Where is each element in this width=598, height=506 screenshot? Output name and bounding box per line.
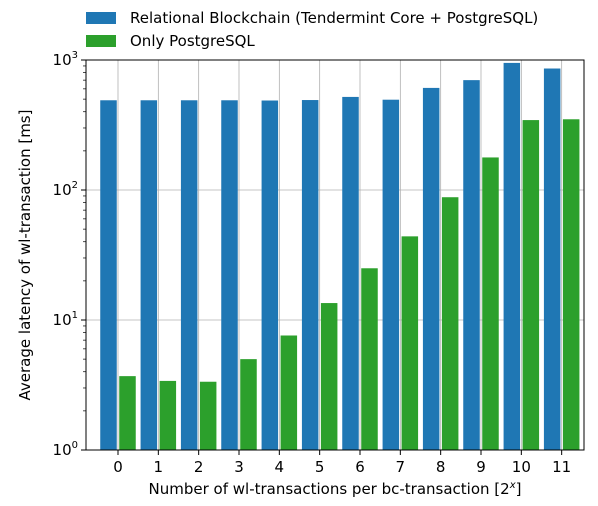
y-tick-label: 103 bbox=[53, 50, 78, 69]
x-tick-label: 5 bbox=[315, 458, 325, 476]
bar-postgresql bbox=[401, 236, 419, 450]
y-tick-base: 10 bbox=[53, 311, 72, 329]
bar-postgresql bbox=[562, 119, 580, 451]
y-tick-exponent: 2 bbox=[72, 180, 78, 191]
x-tick-label: 6 bbox=[355, 458, 365, 476]
x-tick-label: 3 bbox=[234, 458, 244, 476]
bar-blockchain bbox=[261, 100, 279, 450]
x-axis-label-end: ] bbox=[516, 480, 522, 498]
legend-swatch-blockchain bbox=[86, 12, 116, 24]
bar-blockchain bbox=[382, 99, 400, 450]
x-axis-ticks: 0 1 2 3 4 5 6 7 8 9 10 11 bbox=[113, 450, 571, 476]
grid-lines bbox=[86, 59, 584, 451]
y-tick-base: 10 bbox=[53, 51, 72, 69]
y-axis-label: Average latency of wl-transaction [ms] bbox=[16, 110, 34, 401]
bar-blockchain bbox=[543, 68, 561, 450]
legend: Relational Blockchain (Tendermint Core +… bbox=[86, 9, 538, 50]
bar-postgresql bbox=[522, 120, 540, 450]
legend-label-blockchain: Relational Blockchain (Tendermint Core +… bbox=[130, 9, 538, 27]
bar-blockchain bbox=[463, 80, 480, 450]
bar-postgresql bbox=[441, 197, 459, 450]
bars bbox=[100, 62, 580, 451]
bar-postgresql bbox=[159, 380, 177, 450]
x-tick-label: 8 bbox=[436, 458, 446, 476]
bar-blockchain bbox=[221, 100, 238, 451]
bar-postgresql bbox=[482, 157, 499, 450]
y-tick-exponent: 1 bbox=[72, 310, 78, 321]
y-tick-exponent: 3 bbox=[72, 50, 78, 61]
x-tick-label: 0 bbox=[113, 458, 123, 476]
plot-frame bbox=[85, 59, 585, 451]
bar-blockchain bbox=[100, 100, 117, 451]
bar-postgresql bbox=[199, 381, 217, 450]
y-tick-exponent: 0 bbox=[72, 440, 78, 451]
bar-blockchain bbox=[180, 100, 198, 451]
y-tick-label: 100 bbox=[53, 440, 78, 459]
y-tick-label: 101 bbox=[53, 310, 78, 329]
x-axis-label: Number of wl-transactions per bc-transac… bbox=[149, 480, 522, 498]
legend-swatch-postgresql bbox=[86, 35, 116, 47]
bar-blockchain bbox=[422, 87, 440, 451]
bar-postgresql bbox=[280, 335, 298, 450]
x-axis-label-sup: x bbox=[509, 480, 516, 491]
bar-postgresql bbox=[320, 303, 338, 450]
bar-postgresql bbox=[240, 359, 257, 450]
y-tick-base: 10 bbox=[53, 181, 72, 199]
legend-label-postgresql: Only PostgreSQL bbox=[130, 32, 255, 50]
x-tick-label: 10 bbox=[512, 458, 531, 476]
x-tick-label: 7 bbox=[396, 458, 406, 476]
bar-blockchain bbox=[342, 96, 359, 451]
bar-postgresql bbox=[119, 376, 136, 450]
y-tick-base: 10 bbox=[53, 441, 72, 459]
x-tick-label: 9 bbox=[476, 458, 486, 476]
x-tick-label: 4 bbox=[275, 458, 285, 476]
x-tick-label: 11 bbox=[552, 458, 571, 476]
y-tick-label: 102 bbox=[53, 180, 78, 199]
bar-blockchain bbox=[140, 100, 158, 451]
bar-blockchain bbox=[503, 62, 521, 450]
x-tick-label: 2 bbox=[194, 458, 204, 476]
x-tick-label: 1 bbox=[154, 458, 164, 476]
bar-postgresql bbox=[361, 268, 378, 450]
bar-blockchain bbox=[301, 100, 319, 450]
